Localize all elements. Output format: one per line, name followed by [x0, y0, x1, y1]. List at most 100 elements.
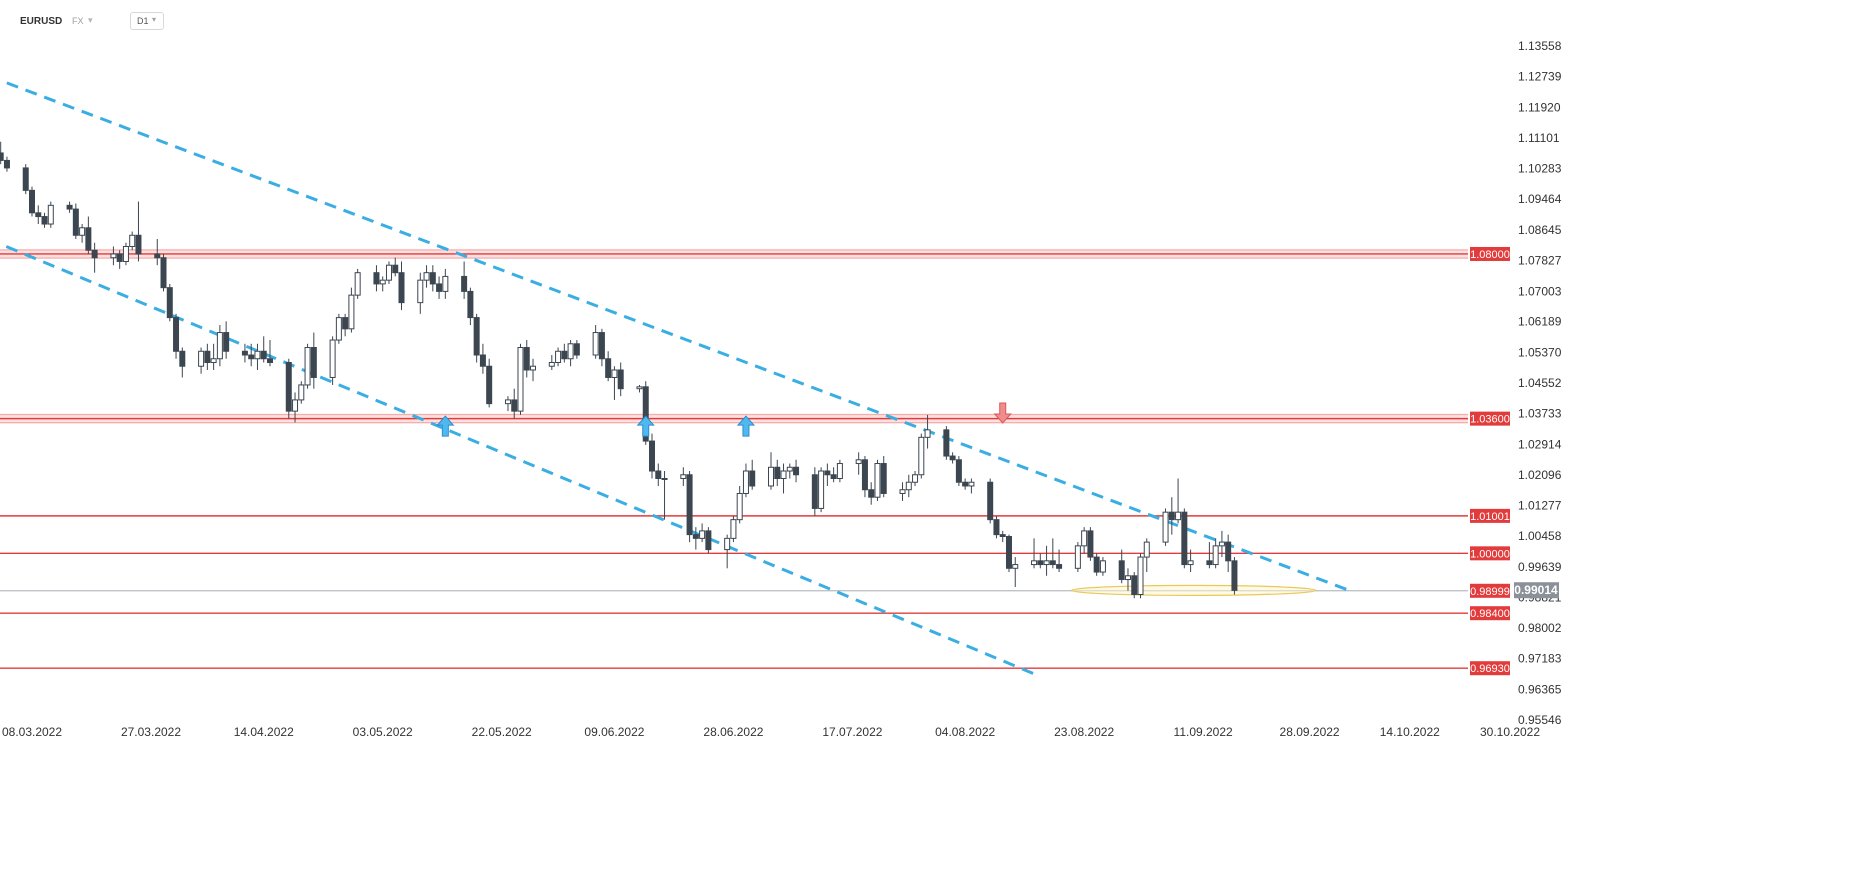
candle-body: [442, 275, 449, 292]
candle-body: [348, 294, 355, 330]
trend-line-upper: [0, 78, 1348, 592]
candle-body: [129, 234, 136, 247]
candle-body: [987, 481, 994, 521]
candle-body: [110, 253, 117, 259]
candle-body: [204, 350, 211, 363]
candle-body: [0, 152, 4, 161]
candle-body: [692, 534, 699, 539]
symbol-dropdown-icon[interactable]: ▾: [88, 15, 93, 25]
candle-body: [392, 264, 399, 274]
candle-body: [686, 474, 693, 536]
level-tag-label: 0.98999: [1470, 586, 1510, 598]
candle-body: [467, 290, 474, 319]
candle-body: [924, 429, 931, 438]
price-tick-label: 1.01277: [1518, 499, 1562, 513]
date-tick-label: 08.03.2022: [2, 725, 62, 739]
candle-body: [548, 361, 555, 367]
market-label: FX: [72, 16, 84, 26]
candle-body: [122, 245, 129, 262]
candle-body: [254, 350, 261, 360]
price-tick-label: 1.04552: [1518, 376, 1562, 390]
candle-body: [874, 463, 881, 498]
candle-body: [173, 317, 180, 352]
candle-body: [793, 466, 800, 476]
price-tick-label: 1.02914: [1518, 437, 1562, 451]
candle-body: [292, 399, 299, 412]
candle-body: [373, 272, 380, 285]
candle-body: [72, 208, 79, 236]
candle-body: [398, 272, 405, 304]
candle-body: [774, 466, 781, 479]
timeframe-selector[interactable]: D1: [130, 12, 164, 30]
candle-body: [830, 474, 837, 479]
candlesticks: [0, 141, 1238, 599]
candle-body: [417, 279, 424, 304]
candle-body: [342, 317, 349, 330]
candle-body: [567, 343, 574, 360]
date-tick-label: 14.04.2022: [234, 725, 294, 739]
candle-body: [429, 272, 436, 285]
timeframe-dropdown-icon[interactable]: ▾: [152, 15, 157, 24]
candle-body: [198, 350, 205, 367]
horizontal-levels: [0, 248, 1468, 669]
level-tag-label: 0.98400: [1470, 608, 1510, 620]
level-tag: [1470, 246, 1510, 261]
date-tick-label: 22.05.2022: [472, 725, 532, 739]
candle-body: [1225, 541, 1232, 562]
candle-body: [968, 481, 975, 487]
candle-body: [705, 530, 712, 551]
price-tick-label: 1.02096: [1518, 468, 1562, 482]
candle-body: [1087, 530, 1094, 558]
up-arrow-icon: [736, 415, 756, 437]
up-arrow-icon: [436, 415, 455, 437]
price-tick-label: 1.03733: [1518, 407, 1562, 421]
candle-body: [1081, 530, 1088, 547]
date-tick-label: 23.08.2022: [1054, 725, 1114, 739]
candle-body: [780, 470, 787, 479]
candle-body: [868, 489, 875, 498]
candle-body: [530, 365, 537, 371]
date-tick-label: 09.06.2022: [584, 725, 644, 739]
candle-body: [285, 361, 292, 412]
candle-body: [880, 463, 887, 494]
candle-body: [573, 343, 580, 356]
date-tick-label: 27.03.2022: [121, 725, 181, 739]
price-tick-label: 1.06189: [1518, 315, 1562, 329]
date-tick-label: 03.05.2022: [353, 725, 413, 739]
candle-body: [855, 459, 862, 465]
date-tick-label: 28.06.2022: [703, 725, 763, 739]
candle-body: [918, 436, 925, 476]
price-tick-label: 0.98002: [1518, 621, 1562, 635]
price-tick-label: 0.96365: [1518, 682, 1562, 696]
candle-body: [555, 350, 562, 363]
candle-body: [1175, 511, 1182, 521]
candle-body: [310, 347, 317, 378]
level-tag-label: 1.00000: [1470, 548, 1510, 560]
candle-body: [1056, 564, 1063, 569]
candle-body: [905, 481, 912, 491]
candle-body: [1168, 511, 1175, 521]
candle-body: [636, 386, 643, 390]
candle-body: [179, 350, 186, 367]
candle-body: [354, 272, 361, 296]
candle-body: [47, 204, 54, 225]
candle-body: [223, 332, 230, 352]
candle-body: [699, 530, 706, 539]
candle-body: [1143, 541, 1150, 558]
candle-body: [742, 470, 749, 494]
candle-body: [617, 369, 624, 390]
price-tick-label: 1.00458: [1518, 529, 1562, 543]
candle-body: [1212, 545, 1219, 566]
candle-body: [949, 455, 956, 461]
trend-line-lower: [0, 242, 1035, 676]
symbol-label[interactable]: EURUSD: [20, 16, 63, 27]
candle-body: [899, 489, 906, 494]
candle-body: [473, 317, 480, 356]
candle-body: [611, 369, 618, 378]
candle-body: [1049, 560, 1056, 566]
candle-body: [768, 466, 774, 487]
candle-body: [993, 519, 1000, 536]
candle-body: [642, 386, 649, 442]
candle-body: [1131, 575, 1138, 595]
